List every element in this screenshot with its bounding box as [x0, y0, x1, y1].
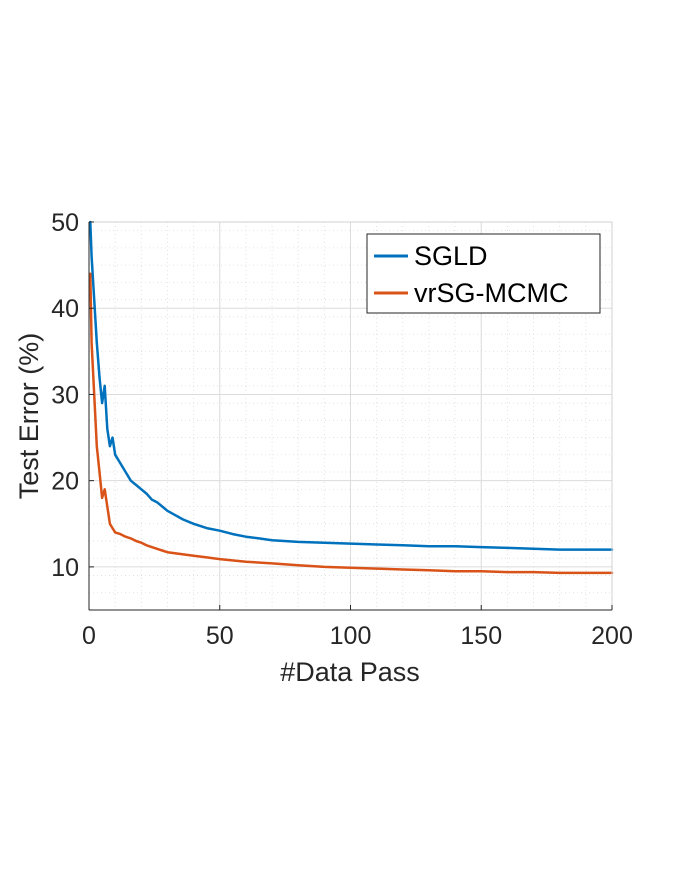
- x-tick-label: 150: [460, 622, 502, 650]
- series-line-vrsg-mcmc: [89, 272, 614, 575]
- y-tick-label: 30: [51, 381, 79, 409]
- x-tick-label: 50: [206, 622, 234, 650]
- legend: SGLD vrSG-MCMC: [366, 233, 601, 314]
- y-axis-label: Test Error (%): [14, 333, 44, 500]
- x-axis-ticks: 0 50 100 150 200: [82, 605, 633, 650]
- y-tick-label: 20: [51, 468, 79, 496]
- x-tick-label: 200: [591, 622, 633, 650]
- y-tick-label: 10: [51, 554, 79, 582]
- series-layer: [89, 220, 614, 575]
- series-line-sgld: [89, 220, 614, 551]
- legend-label-vrsg-mcmc: vrSG-MCMC: [414, 278, 568, 308]
- y-tick-label: 40: [51, 295, 79, 323]
- y-axis-ticks: 10 20 30 40 50: [51, 209, 94, 582]
- y-tick-label: 50: [51, 209, 79, 237]
- x-axis-label: #Data Pass: [280, 657, 420, 687]
- legend-box: [366, 233, 601, 314]
- x-tick-label: 100: [330, 622, 372, 650]
- legend-label-sgld: SGLD: [414, 241, 488, 271]
- x-tick-label: 0: [82, 622, 96, 650]
